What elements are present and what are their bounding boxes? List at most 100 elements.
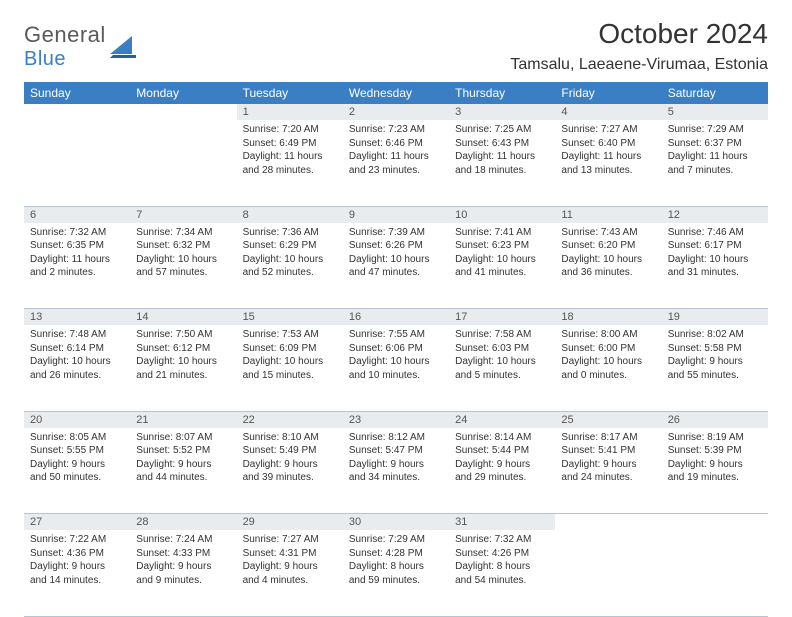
day-number-cell: 3 xyxy=(449,104,555,120)
sunrise-line: Sunrise: 8:12 AM xyxy=(349,431,443,445)
sunrise-line: Sunrise: 7:24 AM xyxy=(136,533,230,547)
day-cell: Sunrise: 8:14 AMSunset: 5:44 PMDaylight:… xyxy=(449,428,555,514)
daylight-line: Daylight: 9 hours and 24 minutes. xyxy=(561,458,655,485)
day-number-cell: 28 xyxy=(130,514,236,531)
day-content: Sunrise: 7:46 AMSunset: 6:17 PMDaylight:… xyxy=(662,223,768,286)
sunset-line: Sunset: 6:06 PM xyxy=(349,342,443,356)
day-number-cell: 13 xyxy=(24,309,130,326)
daylight-line: Daylight: 10 hours and 52 minutes. xyxy=(243,253,337,280)
daylight-line: Daylight: 10 hours and 31 minutes. xyxy=(668,253,762,280)
day-number-cell: 4 xyxy=(555,104,661,120)
sunrise-line: Sunrise: 8:10 AM xyxy=(243,431,337,445)
sunset-line: Sunset: 5:39 PM xyxy=(668,444,762,458)
day-content: Sunrise: 7:50 AMSunset: 6:12 PMDaylight:… xyxy=(130,325,236,388)
day-content: Sunrise: 8:17 AMSunset: 5:41 PMDaylight:… xyxy=(555,428,661,491)
week-row: Sunrise: 7:22 AMSunset: 4:36 PMDaylight:… xyxy=(24,530,768,616)
sunrise-line: Sunrise: 8:14 AM xyxy=(455,431,549,445)
daylight-line: Daylight: 10 hours and 5 minutes. xyxy=(455,355,549,382)
sunset-line: Sunset: 5:58 PM xyxy=(668,342,762,356)
sunset-line: Sunset: 6:00 PM xyxy=(561,342,655,356)
day-cell: Sunrise: 8:02 AMSunset: 5:58 PMDaylight:… xyxy=(662,325,768,411)
sunset-line: Sunset: 6:29 PM xyxy=(243,239,337,253)
sunset-line: Sunset: 6:32 PM xyxy=(136,239,230,253)
day-number-cell xyxy=(24,104,130,120)
day-number-cell: 12 xyxy=(662,206,768,223)
calendar-table: SundayMondayTuesdayWednesdayThursdayFrid… xyxy=(24,82,768,617)
week-row: Sunrise: 8:05 AMSunset: 5:55 PMDaylight:… xyxy=(24,428,768,514)
day-content: Sunrise: 7:24 AMSunset: 4:33 PMDaylight:… xyxy=(130,530,236,593)
day-content: Sunrise: 7:36 AMSunset: 6:29 PMDaylight:… xyxy=(237,223,343,286)
day-number-cell: 11 xyxy=(555,206,661,223)
day-number-cell: 2 xyxy=(343,104,449,120)
daylight-line: Daylight: 11 hours and 7 minutes. xyxy=(668,150,762,177)
day-content: Sunrise: 7:20 AMSunset: 6:49 PMDaylight:… xyxy=(237,120,343,183)
day-cell: Sunrise: 7:29 AMSunset: 6:37 PMDaylight:… xyxy=(662,120,768,206)
calendar-body: 12345Sunrise: 7:20 AMSunset: 6:49 PMDayl… xyxy=(24,104,768,616)
day-cell: Sunrise: 7:36 AMSunset: 6:29 PMDaylight:… xyxy=(237,223,343,309)
sunset-line: Sunset: 4:33 PM xyxy=(136,547,230,561)
location-text: Tamsalu, Laeaene-Virumaa, Estonia xyxy=(510,56,768,74)
day-number-row: 20212223242526 xyxy=(24,411,768,428)
day-number-cell: 30 xyxy=(343,514,449,531)
day-number-cell: 31 xyxy=(449,514,555,531)
daylight-line: Daylight: 9 hours and 9 minutes. xyxy=(136,560,230,587)
day-header: Tuesday xyxy=(237,82,343,104)
sunrise-line: Sunrise: 7:23 AM xyxy=(349,123,443,137)
day-number-cell: 24 xyxy=(449,411,555,428)
sunset-line: Sunset: 6:46 PM xyxy=(349,137,443,151)
sunset-line: Sunset: 5:47 PM xyxy=(349,444,443,458)
day-cell: Sunrise: 7:55 AMSunset: 6:06 PMDaylight:… xyxy=(343,325,449,411)
day-content: Sunrise: 7:27 AMSunset: 6:40 PMDaylight:… xyxy=(555,120,661,183)
daylight-line: Daylight: 10 hours and 0 minutes. xyxy=(561,355,655,382)
daylight-line: Daylight: 8 hours and 59 minutes. xyxy=(349,560,443,587)
day-number-cell: 10 xyxy=(449,206,555,223)
day-cell: Sunrise: 8:19 AMSunset: 5:39 PMDaylight:… xyxy=(662,428,768,514)
daylight-line: Daylight: 10 hours and 26 minutes. xyxy=(30,355,124,382)
sunrise-line: Sunrise: 8:19 AM xyxy=(668,431,762,445)
sunset-line: Sunset: 6:12 PM xyxy=(136,342,230,356)
sunrise-line: Sunrise: 7:20 AM xyxy=(243,123,337,137)
daylight-line: Daylight: 9 hours and 29 minutes. xyxy=(455,458,549,485)
sunset-line: Sunset: 5:55 PM xyxy=(30,444,124,458)
sunset-line: Sunset: 6:17 PM xyxy=(668,239,762,253)
day-content: Sunrise: 8:05 AMSunset: 5:55 PMDaylight:… xyxy=(24,428,130,491)
day-content: Sunrise: 7:32 AMSunset: 4:26 PMDaylight:… xyxy=(449,530,555,593)
day-number-cell: 17 xyxy=(449,309,555,326)
sunrise-line: Sunrise: 7:58 AM xyxy=(455,328,549,342)
header: General Blue October 2024 Tamsalu, Laeae… xyxy=(24,18,768,74)
day-content: Sunrise: 7:22 AMSunset: 4:36 PMDaylight:… xyxy=(24,530,130,593)
day-content: Sunrise: 8:07 AMSunset: 5:52 PMDaylight:… xyxy=(130,428,236,491)
day-number-row: 13141516171819 xyxy=(24,309,768,326)
sunrise-line: Sunrise: 7:48 AM xyxy=(30,328,124,342)
daylight-line: Daylight: 11 hours and 13 minutes. xyxy=(561,150,655,177)
day-cell: Sunrise: 7:24 AMSunset: 4:33 PMDaylight:… xyxy=(130,530,236,616)
day-cell: Sunrise: 8:12 AMSunset: 5:47 PMDaylight:… xyxy=(343,428,449,514)
day-cell: Sunrise: 7:43 AMSunset: 6:20 PMDaylight:… xyxy=(555,223,661,309)
daylight-line: Daylight: 9 hours and 50 minutes. xyxy=(30,458,124,485)
day-number-cell: 14 xyxy=(130,309,236,326)
sunrise-line: Sunrise: 7:55 AM xyxy=(349,328,443,342)
day-number-cell: 16 xyxy=(343,309,449,326)
day-cell: Sunrise: 7:27 AMSunset: 4:31 PMDaylight:… xyxy=(237,530,343,616)
sunrise-line: Sunrise: 8:02 AM xyxy=(668,328,762,342)
day-number-cell: 20 xyxy=(24,411,130,428)
day-content: Sunrise: 7:39 AMSunset: 6:26 PMDaylight:… xyxy=(343,223,449,286)
day-cell: Sunrise: 7:22 AMSunset: 4:36 PMDaylight:… xyxy=(24,530,130,616)
day-number-row: 6789101112 xyxy=(24,206,768,223)
sunset-line: Sunset: 6:09 PM xyxy=(243,342,337,356)
title-block: October 2024 Tamsalu, Laeaene-Virumaa, E… xyxy=(510,18,768,74)
daylight-line: Daylight: 9 hours and 44 minutes. xyxy=(136,458,230,485)
day-content: Sunrise: 7:25 AMSunset: 6:43 PMDaylight:… xyxy=(449,120,555,183)
sunrise-line: Sunrise: 7:41 AM xyxy=(455,226,549,240)
daylight-line: Daylight: 11 hours and 2 minutes. xyxy=(30,253,124,280)
daylight-line: Daylight: 10 hours and 41 minutes. xyxy=(455,253,549,280)
day-header: Wednesday xyxy=(343,82,449,104)
sunset-line: Sunset: 6:49 PM xyxy=(243,137,337,151)
day-content: Sunrise: 8:00 AMSunset: 6:00 PMDaylight:… xyxy=(555,325,661,388)
sunrise-line: Sunrise: 7:46 AM xyxy=(668,226,762,240)
sunrise-line: Sunrise: 7:25 AM xyxy=(455,123,549,137)
day-cell: Sunrise: 7:50 AMSunset: 6:12 PMDaylight:… xyxy=(130,325,236,411)
day-cell: Sunrise: 7:53 AMSunset: 6:09 PMDaylight:… xyxy=(237,325,343,411)
day-cell: Sunrise: 7:20 AMSunset: 6:49 PMDaylight:… xyxy=(237,120,343,206)
sunrise-line: Sunrise: 8:00 AM xyxy=(561,328,655,342)
